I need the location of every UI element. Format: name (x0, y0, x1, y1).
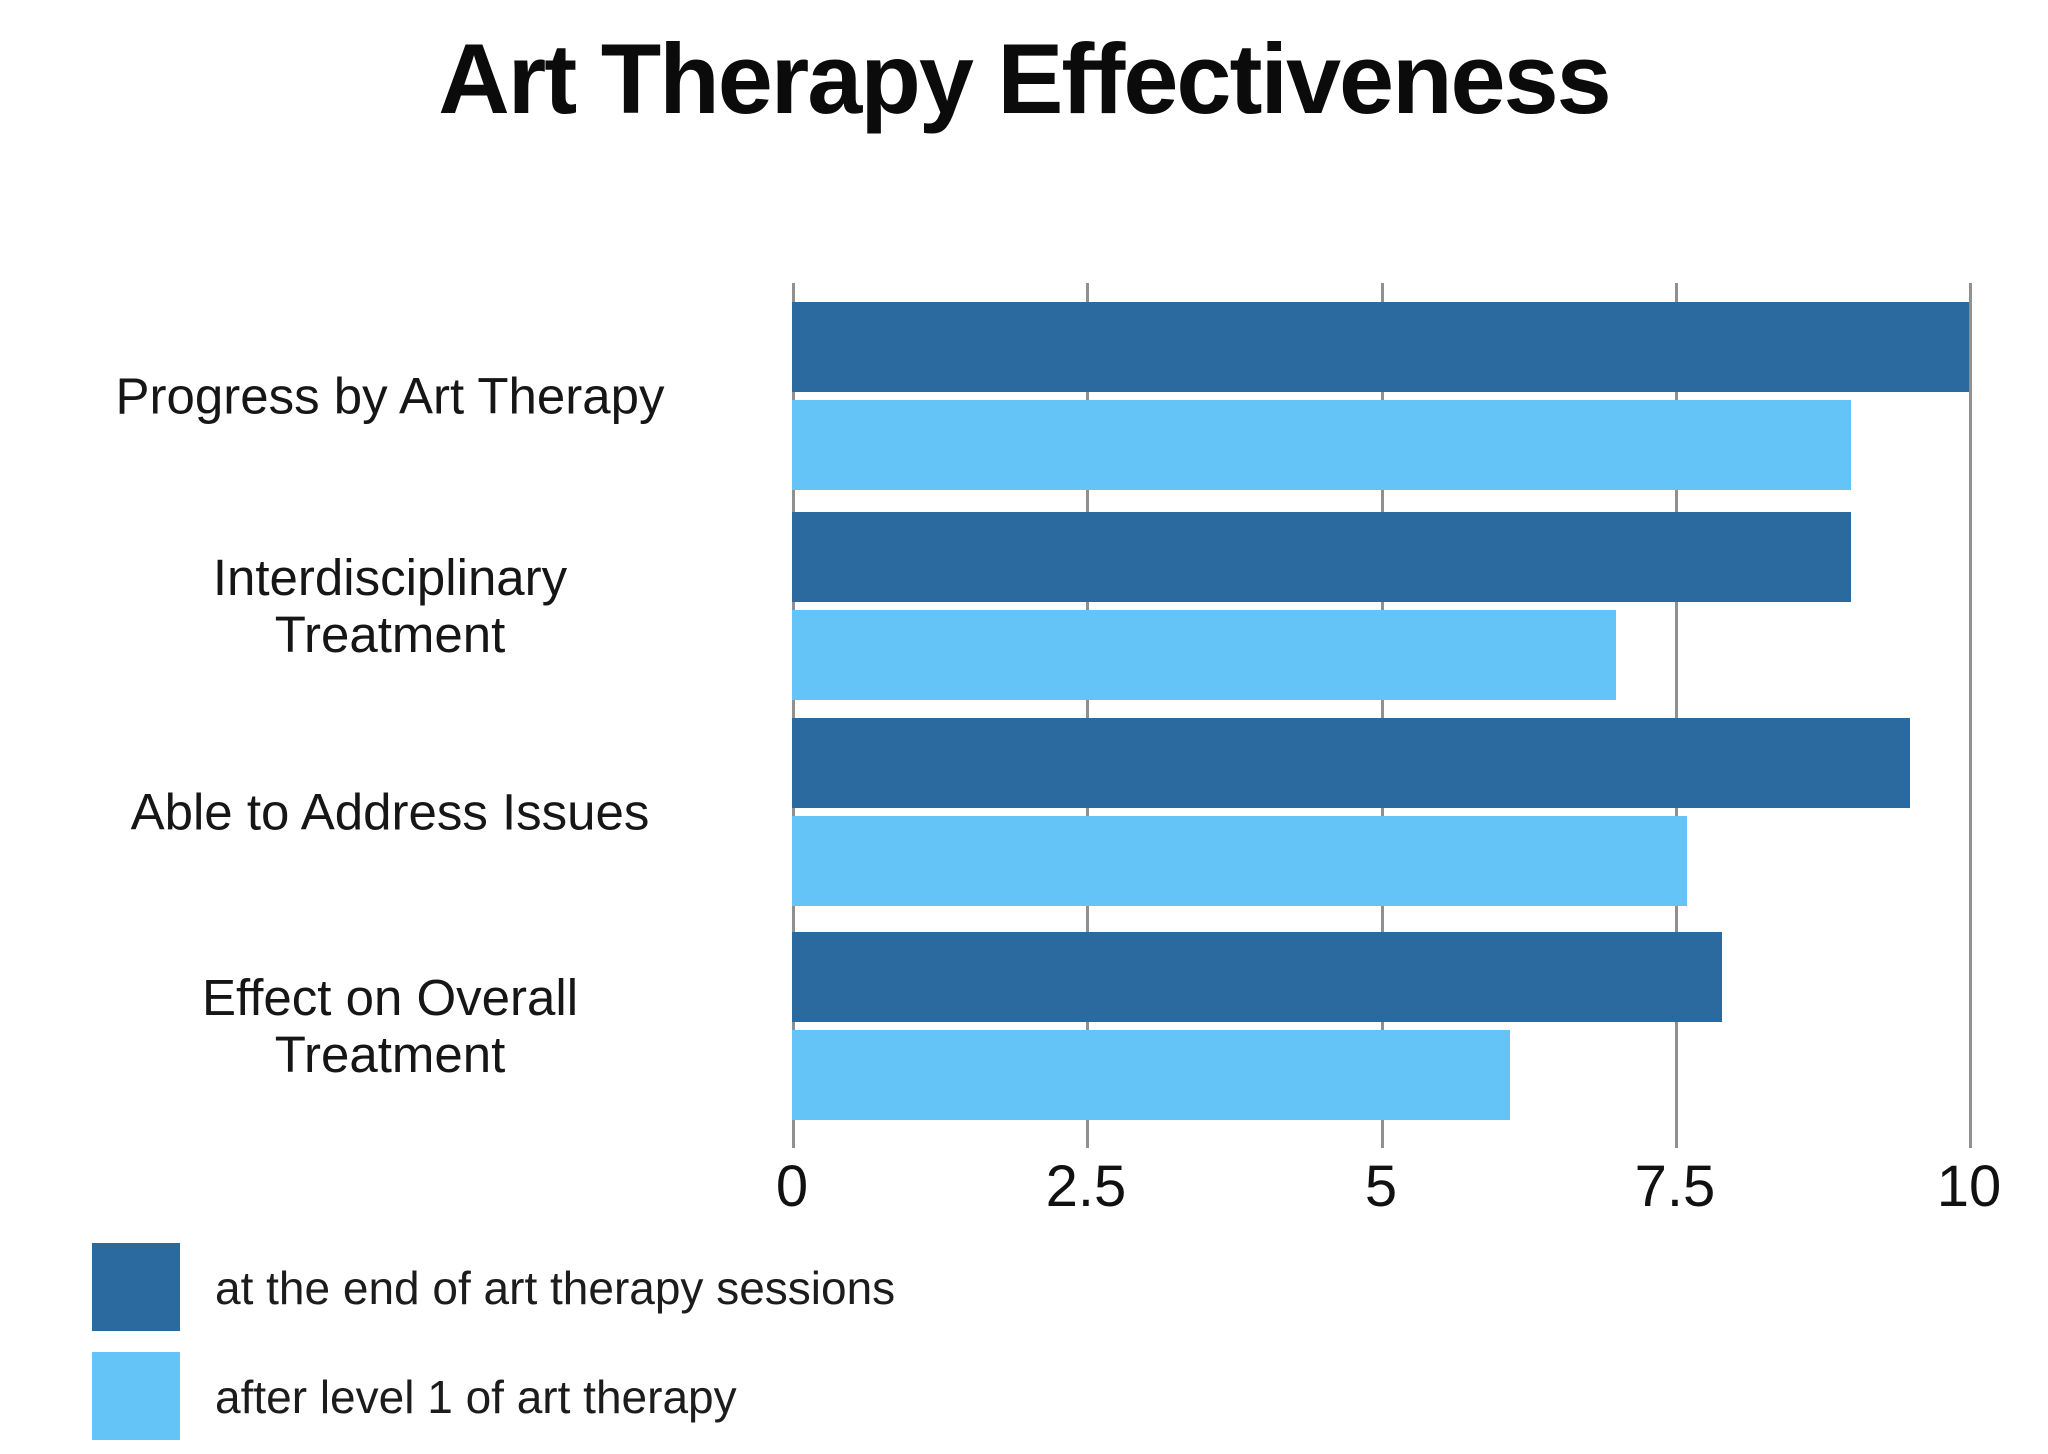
bar-after-level-1-3 (792, 1030, 1510, 1120)
category-label-2: Able to Address Issues (130, 783, 650, 841)
x-tick-label-7.5: 7.5 (1634, 1154, 1716, 1219)
category-label-1: Interdisciplinary Treatment (212, 549, 568, 663)
bar-end-of-sessions-3 (792, 932, 1722, 1022)
category-label-3: Effect on Overall Treatment (201, 969, 579, 1083)
legend-label-0: at the end of art therapy sessions (215, 1262, 896, 1314)
x-tick-label-10: 10 (1936, 1154, 2002, 1219)
legend-item-0: at the end of art therapy sessions (92, 1243, 1292, 1331)
x-tick-label-2.5: 2.5 (1045, 1154, 1127, 1219)
x-tick-label-0: 0 (775, 1154, 809, 1219)
plot-area (792, 283, 1972, 1148)
gridline-x-7.5 (1675, 283, 1678, 1148)
chart-title: Art Therapy Effectiveness (438, 23, 1611, 134)
gridline-x-2.5 (1086, 283, 1089, 1148)
gridline-x-10 (1969, 283, 1972, 1148)
bar-end-of-sessions-0 (792, 302, 1969, 392)
legend-swatch-0 (92, 1243, 180, 1331)
bar-after-level-1-2 (792, 816, 1687, 906)
legend-item-1: after level 1 of art therapy (92, 1352, 1292, 1440)
category-axis-labels: Progress by Art Therapy Interdisciplinary… (20, 283, 760, 1148)
legend-label-1: after level 1 of art therapy (215, 1371, 737, 1423)
gridline-x-0 (792, 283, 795, 1148)
x-tick-label-5: 5 (1364, 1154, 1398, 1219)
bar-end-of-sessions-2 (792, 718, 1910, 808)
legend-swatch-1 (92, 1352, 180, 1440)
bar-after-level-1-0 (792, 400, 1851, 490)
category-label-0: Progress by Art Therapy (115, 367, 665, 425)
bar-after-level-1-1 (792, 610, 1616, 700)
gridline-x-5 (1381, 283, 1384, 1148)
bar-end-of-sessions-1 (792, 512, 1851, 602)
